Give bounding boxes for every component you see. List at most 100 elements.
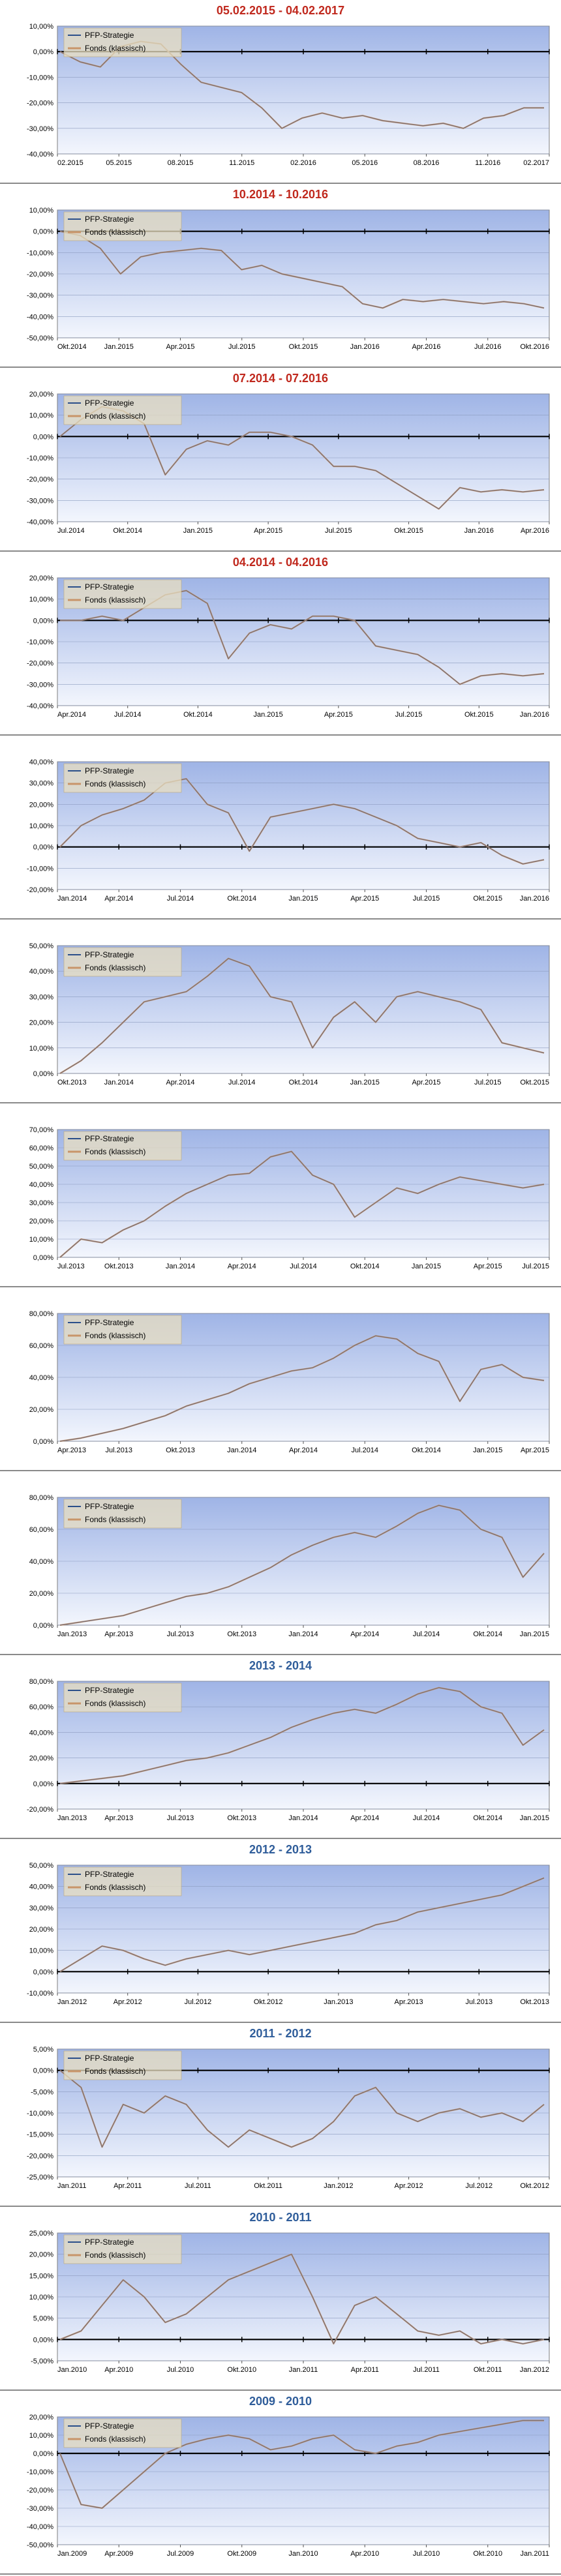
y-tick-label: 30,00% xyxy=(29,1904,54,1912)
y-tick-label: 40,00% xyxy=(29,1558,54,1566)
x-tick-label: Jul.2011 xyxy=(413,2366,440,2374)
y-tick-label: 50,00% xyxy=(29,1862,54,1870)
y-tick-label: 60,00% xyxy=(29,1526,54,1534)
y-tick-label: 20,00% xyxy=(29,1926,54,1934)
x-tick-label: Apr.2014 xyxy=(166,1079,194,1086)
y-tick-label: 10,00% xyxy=(29,2432,54,2440)
legend-label-fonds: Fonds (klassisch) xyxy=(85,1147,145,1156)
x-tick-label: Jan.2015 xyxy=(288,895,318,903)
x-tick-label: Jan.2015 xyxy=(254,711,283,719)
y-tick-label: 70,00% xyxy=(29,1126,54,1134)
y-tick-label: 15,00% xyxy=(29,2272,54,2280)
x-tick-label: Jul.2012 xyxy=(185,1998,212,2006)
x-tick-label: Okt.2014 xyxy=(113,527,142,535)
x-tick-label: Jul.2011 xyxy=(185,2182,211,2190)
x-tick-label: Jan.2012 xyxy=(520,2366,549,2374)
line-chart: 80,00% 60,00% 40,00% 20,00% 0,00% Apr.2013 Jul… xyxy=(29,1310,550,1454)
y-tick-label: -30,00% xyxy=(27,681,53,689)
x-tick-label: Jul.2015 xyxy=(474,1079,502,1086)
legend-box xyxy=(63,763,182,793)
chart-panel: 07.2014 - 07.2016 20,00% 10,00% 0,00% -10,00… xyxy=(0,368,561,552)
x-tick-label: Okt.2014 xyxy=(183,711,213,719)
x-tick-label: Jul.2014 xyxy=(413,1630,440,1638)
legend-box xyxy=(63,2234,182,2264)
y-tick-label: 20,00% xyxy=(29,1019,54,1027)
y-tick-label: -5,00% xyxy=(31,2358,53,2365)
y-tick-label: -30,00% xyxy=(27,2505,53,2513)
y-tick-label: 80,00% xyxy=(29,1494,54,1502)
legend: PFP-Strategie Fonds (klassisch) xyxy=(63,1866,182,1896)
x-tick-label: Jan.2015 xyxy=(520,1814,549,1822)
y-tick-label: 80,00% xyxy=(29,1310,54,1318)
y-tick-label: -30,00% xyxy=(27,125,53,133)
x-tick-label: Jan.2015 xyxy=(520,1630,549,1638)
y-tick-label: -10,00% xyxy=(27,455,53,462)
series-line-pfp xyxy=(59,958,545,1074)
series-line-pfp xyxy=(59,2070,545,2148)
legend: PFP-Strategie Fonds (klassisch) xyxy=(63,1499,182,1529)
x-tick-label: Okt.2015 xyxy=(520,1079,549,1086)
y-tick-label: 10,00% xyxy=(29,596,54,604)
x-tick-label: Jul.2009 xyxy=(167,2550,194,2558)
legend-label-fonds: Fonds (klassisch) xyxy=(85,2434,145,2444)
series-line-pfp xyxy=(59,1335,545,1442)
x-tick-label: Jan.2015 xyxy=(183,527,213,535)
y-tick-label: 40,00% xyxy=(29,1181,54,1189)
y-tick-label: 0,00% xyxy=(33,48,53,56)
chart-title: 2010 - 2011 xyxy=(249,2211,312,2224)
line-chart: 40,00% 30,00% 20,00% 10,00% 0,00% -10,00% -20,… xyxy=(27,758,550,903)
y-tick-label: -10,00% xyxy=(27,249,53,257)
y-tick-label: 80,00% xyxy=(29,1678,54,1686)
x-tick-label: Jan.2014 xyxy=(227,1446,256,1454)
legend-box xyxy=(63,1499,182,1529)
legend: PFP-Strategie Fonds (klassisch) xyxy=(63,2418,182,2448)
chart-panel: 04.2014 - 04.2016 20,00% 10,00% 0,00% -10,00… xyxy=(0,552,561,736)
y-tick-label: -10,00% xyxy=(27,638,53,646)
y-tick-label: 5,00% xyxy=(33,2046,53,2054)
legend: PFP-Strategie Fonds (klassisch) xyxy=(63,1683,182,1713)
y-tick-label: -20,00% xyxy=(27,476,53,484)
y-tick-label: -20,00% xyxy=(27,886,53,894)
line-chart: 10,00% 0,00% -10,00% -20,00% -30,00% -40,00% -… xyxy=(27,207,550,351)
x-tick-label: Okt.2009 xyxy=(227,2550,256,2558)
legend-box xyxy=(63,1131,182,1161)
chart-title: 2012 - 2013 xyxy=(249,1843,312,1856)
y-tick-label: 20,00% xyxy=(29,575,54,582)
y-tick-label: 10,00% xyxy=(29,2294,54,2301)
y-tick-label: 0,00% xyxy=(33,844,53,852)
legend-label-fonds: Fonds (klassisch) xyxy=(85,595,145,605)
x-tick-label: Jan.2013 xyxy=(57,1814,87,1822)
x-tick-label: Apr.2015 xyxy=(474,1263,502,1270)
x-tick-label: Okt.2013 xyxy=(520,1998,549,2006)
y-tick-label: -50,00% xyxy=(27,335,53,342)
line-chart: 50,00% 40,00% 30,00% 20,00% 10,00% 0,00% -10,0… xyxy=(27,1862,550,2006)
x-tick-label: Apr.2013 xyxy=(57,1446,86,1454)
y-tick-label: -20,00% xyxy=(27,1806,53,1814)
x-tick-label: Jul.2014 xyxy=(290,1263,317,1270)
x-tick-label: 11.2016 xyxy=(475,159,500,167)
y-tick-label: -20,00% xyxy=(27,100,53,108)
legend-box xyxy=(63,1315,182,1345)
x-tick-label: Apr.2009 xyxy=(104,2550,133,2558)
chart-title: 2011 - 2012 xyxy=(249,2027,312,2040)
x-tick-label: Apr.2016 xyxy=(412,343,440,351)
y-tick-label: 40,00% xyxy=(29,968,54,976)
y-tick-label: 25,00% xyxy=(29,2230,54,2238)
line-chart: 80,00% 60,00% 40,00% 20,00% 0,00% -20,00% Jan.… xyxy=(27,1678,550,1822)
x-tick-label: Jan.2014 xyxy=(288,1814,318,1822)
x-tick-label: Okt.2013 xyxy=(104,1263,134,1270)
x-tick-label: Apr.2011 xyxy=(351,2366,379,2374)
x-tick-label: Apr.2014 xyxy=(350,1630,379,1638)
chart-panel: 80,00% 60,00% 40,00% 20,00% 0,00% Jan.2013 Apr… xyxy=(0,1471,561,1655)
x-tick-label: Apr.2010 xyxy=(350,2550,379,2558)
x-tick-label: Jan.2015 xyxy=(412,1263,441,1270)
legend: PFP-Strategie Fonds (klassisch) xyxy=(63,395,182,425)
x-tick-label: Jan.2015 xyxy=(350,1079,380,1086)
y-tick-label: -10,00% xyxy=(27,2110,53,2118)
x-tick-label: Okt.2016 xyxy=(520,343,549,351)
x-tick-label: Apr.2014 xyxy=(57,711,86,719)
line-chart: 25,00% 20,00% 15,00% 10,00% 5,00% 0,00% -5,00%… xyxy=(29,2230,550,2374)
x-tick-label: Jan.2014 xyxy=(288,1630,318,1638)
chart-panel: 2009 - 2010 20,00% 10,00% 0,00% -10,00% -20,0… xyxy=(0,2391,561,2575)
y-tick-label: 10,00% xyxy=(29,1045,54,1053)
